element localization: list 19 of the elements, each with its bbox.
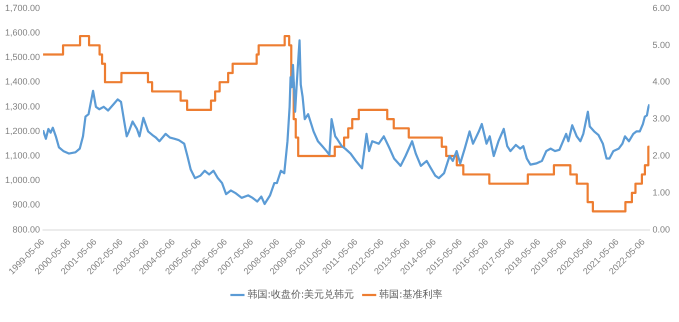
y2-tick-label: 4.00 <box>652 76 670 87</box>
legend-label: 韩国:基准利率 <box>379 288 443 301</box>
y2-tick-label: 3.00 <box>652 114 670 124</box>
y2-tick-label: 6.00 <box>652 2 670 13</box>
y-tick-label: 900.00 <box>12 200 40 210</box>
legend-label: 韩国:收盘价:美元兑韩元 <box>247 288 354 301</box>
y2-tick-label: 2.00 <box>652 150 670 160</box>
y2-tick-label: 0.00 <box>652 224 670 234</box>
y-tick-label: 1,600.00 <box>4 27 40 38</box>
y-tick-label: 1,700.00 <box>4 2 40 13</box>
y-tick-label: 800.00 <box>12 224 40 234</box>
y-tick-label: 1,200.00 <box>4 126 40 136</box>
y-tick-label: 1,000.00 <box>4 175 40 186</box>
y-tick-label: 1,100.00 <box>4 150 40 160</box>
y2-tick-label: 1.00 <box>652 187 670 198</box>
y2-tick-label: 5.00 <box>652 40 670 50</box>
y-tick-label: 1,400.00 <box>4 76 40 87</box>
y-tick-label: 1,300.00 <box>4 101 40 112</box>
y-tick-label: 1,500.00 <box>4 52 40 62</box>
